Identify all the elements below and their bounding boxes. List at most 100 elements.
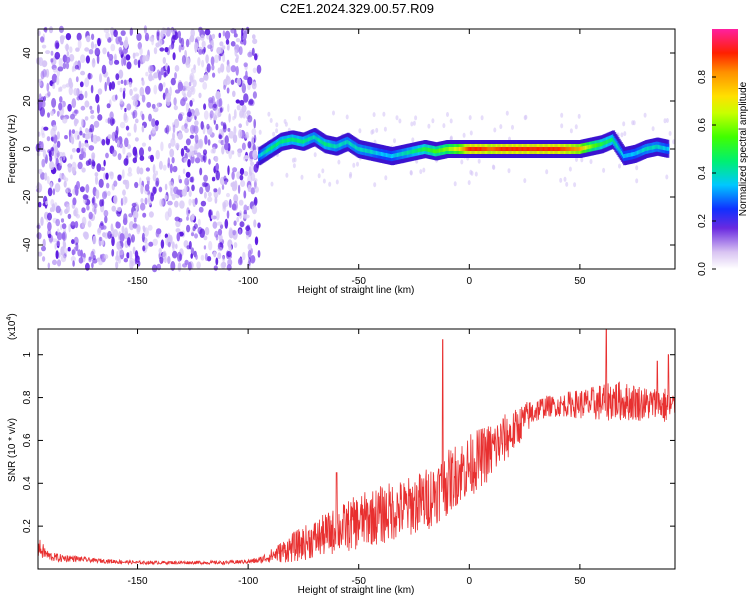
noise-blob (99, 236, 103, 242)
noise-blob (114, 59, 120, 65)
track-core (666, 146, 670, 151)
noise-blob (257, 250, 261, 258)
noise-blob (232, 134, 238, 144)
noise-blob (226, 192, 230, 198)
noise-blob (105, 172, 109, 180)
fringe-blob (623, 131, 627, 137)
fringe-blob (560, 112, 564, 118)
noise-blob (214, 108, 221, 118)
noise-blob (177, 30, 181, 39)
noise-blob (133, 58, 138, 66)
noise-blob (80, 54, 86, 63)
fringe-blob (267, 111, 271, 117)
noise-blob (186, 216, 189, 221)
noise-blob (250, 187, 256, 195)
noise-blob (228, 244, 232, 252)
noise-blob (222, 53, 226, 63)
noise-blob (47, 233, 52, 239)
noise-blob (252, 38, 258, 45)
fringe-blob (431, 118, 435, 124)
noise-blob (162, 92, 166, 100)
noise-blob (218, 234, 223, 242)
noise-blob (41, 132, 46, 139)
noise-blob (243, 93, 249, 103)
noise-blob (85, 143, 89, 148)
noise-blob (215, 162, 219, 172)
noise-blob (119, 87, 123, 93)
noise-blob (247, 115, 253, 123)
noise-blob (94, 206, 97, 215)
noise-blob (47, 212, 52, 221)
noise-blob (40, 36, 45, 43)
noise-blob (147, 146, 152, 152)
noise-blob (205, 54, 209, 64)
noise-blob (85, 262, 90, 271)
noise-blob (252, 67, 257, 74)
noise-blob (189, 176, 194, 183)
noise-blob (122, 195, 127, 206)
noise-blob (253, 196, 258, 206)
fringe-blob (477, 158, 481, 164)
noise-blob (155, 177, 160, 187)
noise-blob (136, 166, 141, 175)
noise-blob (236, 77, 242, 86)
noise-blob (75, 242, 79, 252)
noise-blob (220, 121, 224, 126)
noise-blob (141, 79, 145, 86)
noise-blob (115, 261, 119, 269)
noise-blob (177, 262, 182, 272)
noise-blob (118, 49, 124, 55)
noise-blob (253, 219, 257, 228)
noise-blob (202, 155, 206, 161)
noise-blob (71, 98, 77, 109)
x-tick-label: -100 (238, 576, 258, 587)
noise-blob (230, 182, 234, 187)
noise-blob (235, 99, 240, 104)
noise-blob (151, 37, 155, 46)
fringe-blob (559, 177, 563, 183)
noise-blob (132, 210, 139, 220)
noise-blob (123, 258, 128, 263)
noise-blob (201, 181, 208, 188)
noise-blob (81, 142, 84, 149)
noise-blob (190, 154, 195, 164)
noise-blob (113, 195, 118, 205)
noise-blob (181, 125, 185, 131)
noise-blob (71, 148, 76, 153)
noise-blob (72, 260, 75, 267)
noise-blob (167, 200, 173, 206)
noise-blob (131, 234, 135, 243)
noise-blob (211, 64, 215, 71)
noise-blob (119, 233, 125, 242)
noise-blob (178, 113, 183, 121)
fringe-blob (275, 122, 279, 128)
noise-blob (206, 256, 212, 262)
noise-blob (209, 110, 214, 119)
noise-blob (235, 38, 241, 43)
noise-blob (50, 127, 56, 138)
noise-blob (157, 102, 160, 109)
noise-blob (194, 134, 199, 144)
noise-blob (119, 99, 124, 105)
noise-blob (173, 105, 178, 111)
fringe-blob (602, 167, 606, 173)
fringe-blob (631, 120, 635, 126)
noise-blob (90, 114, 95, 120)
noise-blob (198, 92, 202, 99)
noise-blob (240, 180, 246, 187)
noise-blob (252, 91, 257, 99)
fringe-blob (563, 176, 567, 182)
snr-panel: -150 -100 -50 0 50 0.2 0.4 0.6 0.8 1 Height of s… (6, 313, 676, 596)
noise-blob (65, 203, 70, 213)
noise-blob (153, 84, 158, 95)
noise-blob (238, 210, 243, 220)
noise-blob (185, 38, 190, 48)
noise-blob (191, 150, 195, 157)
noise-blob (141, 113, 145, 121)
noise-blob (207, 196, 213, 202)
fringe-blob (317, 173, 321, 179)
noise-blob (132, 223, 138, 229)
noise-blob (101, 64, 107, 75)
noise-blob (233, 194, 239, 203)
noise-blob (238, 123, 242, 128)
